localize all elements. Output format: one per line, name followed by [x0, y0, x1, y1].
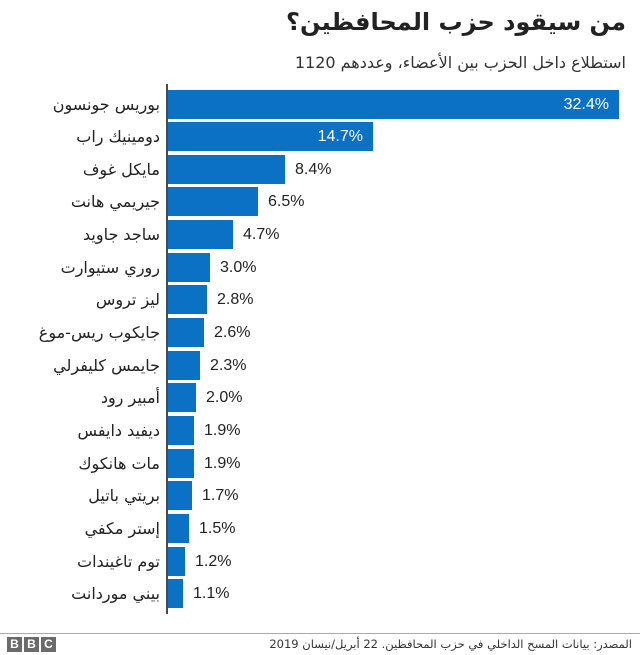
value-label: 1.7%: [202, 487, 239, 505]
bar: [168, 579, 183, 609]
value-label: 2.8%: [217, 291, 254, 309]
category-label: ساجد جاويد: [83, 225, 160, 245]
bbc-logo-letter: B: [24, 637, 39, 652]
value-label: 1.9%: [204, 454, 241, 472]
bar: [168, 383, 196, 413]
value-label: 1.1%: [193, 585, 230, 603]
bar-row: ليز تروس 2.8%: [0, 285, 640, 315]
bar: [168, 481, 192, 511]
bar-row: مايكل غوف 8.4%: [0, 154, 640, 184]
footer-divider: [0, 633, 640, 634]
bar-row: جايمس كليفرلي 2.3%: [0, 350, 640, 380]
bar: [168, 122, 373, 152]
bar-row: توم تاغيندات 1.2%: [0, 546, 640, 576]
bbc-logo: B B C: [7, 637, 56, 652]
value-label: 2.6%: [214, 324, 251, 342]
bar-row: أمبير رود 2.0%: [0, 383, 640, 413]
value-label: 1.5%: [199, 519, 236, 537]
bbc-logo-letter: B: [7, 637, 22, 652]
value-label: 32.4%: [563, 95, 609, 113]
bar: [168, 350, 200, 380]
bar-row: ساجد جاويد 4.7%: [0, 220, 640, 250]
bbc-logo-letter: C: [41, 637, 56, 652]
value-label: 6.5%: [268, 193, 305, 211]
category-label: جايمس كليفرلي: [53, 355, 160, 375]
bar: [168, 252, 210, 282]
category-label: بريتي باتيل: [88, 486, 160, 506]
value-label: 14.7%: [317, 128, 363, 146]
category-label: جايكوب ريس-موغ: [38, 323, 160, 343]
bar: [168, 187, 258, 217]
value-label: 2.0%: [206, 389, 243, 407]
bar: [168, 318, 204, 348]
category-label: جيريمي هانت: [70, 192, 160, 212]
bar: [168, 513, 189, 543]
category-label: روري ستيوارت: [60, 257, 160, 277]
category-label: أمبير رود: [100, 388, 160, 408]
bar-row: بوريس جونسون 32.4%: [0, 89, 640, 119]
bar-row: بريتي باتيل 1.7%: [0, 481, 640, 511]
bar-row: مات هانكوك 1.9%: [0, 448, 640, 478]
bar-row: جيريمي هانت 6.5%: [0, 187, 640, 217]
value-label: 1.9%: [204, 422, 241, 439]
bar: [168, 154, 285, 184]
value-label: 3.0%: [220, 258, 257, 276]
bar-row: إستر مكفي 1.5%: [0, 513, 640, 543]
bar: [168, 448, 194, 478]
bar-row: جايكوب ريس-موغ 2.6%: [0, 318, 640, 348]
category-label: إستر مكفي: [84, 518, 160, 538]
category-label: مات هانكوك: [78, 453, 160, 473]
bar-row: روري ستيوارت 3.0%: [0, 252, 640, 282]
bar: [168, 285, 207, 315]
value-label: 2.3%: [210, 356, 247, 374]
category-label: مايكل غوف: [82, 159, 160, 179]
category-label: ليز تروس: [95, 290, 160, 310]
source-note: المصدر: بيانات المسح الداخلي في حزب المح…: [269, 637, 632, 651]
category-label: توم تاغيندات: [77, 551, 160, 571]
category-label: بوريس جونسون: [52, 94, 160, 114]
y-axis-line: [166, 84, 168, 614]
bar: [168, 546, 185, 576]
bar-row: دومينيك راب 14.7%: [0, 122, 640, 152]
value-label: 4.7%: [243, 226, 280, 244]
bar-row: بيني موردانت 1.1%: [0, 579, 640, 609]
value-label: 1.2%: [195, 552, 232, 570]
category-label: ديفيد دايفس: [77, 421, 161, 440]
bar-row: ديفيد دايفس 1.9%: [0, 416, 640, 445]
chart-subtitle: استطلاع داخل الحزب بين الأعضاء، وعددهم 1…: [294, 53, 626, 72]
chart-title: من سيقود حزب المحافظين؟: [286, 8, 626, 36]
bar: [168, 416, 194, 445]
bar: [168, 89, 619, 119]
category-label: بيني موردانت: [71, 584, 160, 604]
value-label: 8.4%: [295, 160, 332, 178]
category-label: دومينيك راب: [76, 127, 160, 147]
bar: [168, 220, 233, 250]
